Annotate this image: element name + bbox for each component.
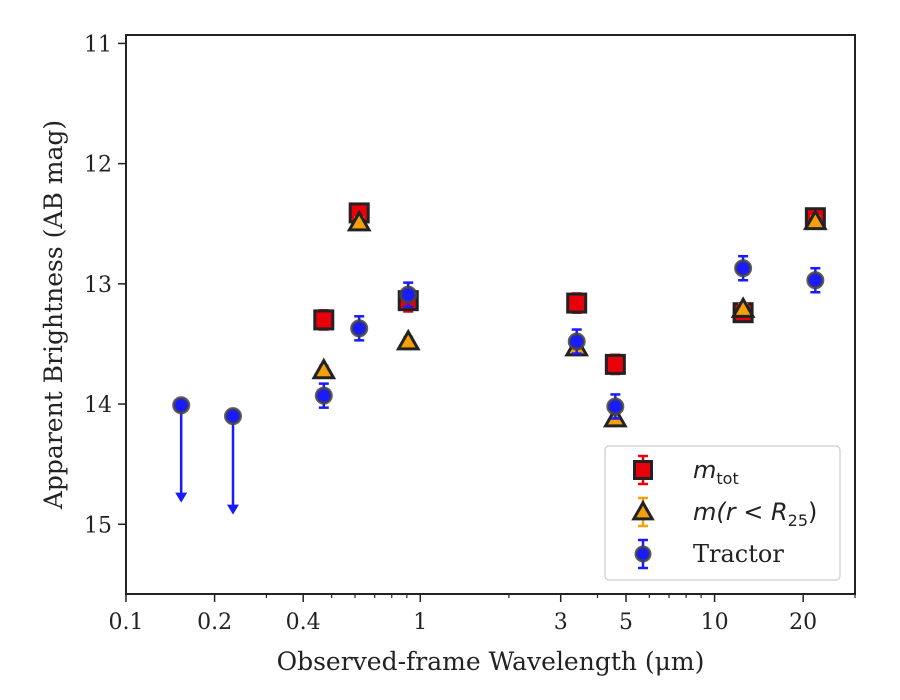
x-tick-label: 0.4 <box>286 610 321 635</box>
data-point <box>802 208 828 231</box>
data-point <box>604 353 626 375</box>
data-point <box>224 407 243 426</box>
x-tick-label: 3 <box>554 610 568 635</box>
x-tick-label: 20 <box>789 610 817 635</box>
data-point <box>346 209 372 232</box>
legend-marker <box>634 545 652 563</box>
data-point <box>566 292 588 314</box>
x-tick-label: 0.2 <box>197 610 232 635</box>
legend: mtot m(r < R25) Tractor <box>604 445 841 581</box>
legend-label: Tractor <box>693 540 784 568</box>
legend-label-main: m <box>693 456 716 484</box>
x-tick-label: 10 <box>701 610 729 635</box>
legend-marker <box>633 460 653 480</box>
x-tick-label: 0.1 <box>109 610 144 635</box>
legend-label-tail: ) <box>808 498 817 526</box>
data-point <box>172 396 191 415</box>
data-point <box>311 357 337 380</box>
legend-label-subscript: 25 <box>788 511 808 530</box>
axes-frame <box>125 34 856 595</box>
x-tick-label: 5 <box>619 610 633 635</box>
data-point <box>350 319 369 338</box>
legend-label-main: Tractor <box>693 540 784 568</box>
legend-label: m(r < R25) <box>693 498 817 530</box>
x-tick-label: 1 <box>413 610 427 635</box>
x-axis-title: Observed-frame Wavelength (μm) <box>277 647 705 676</box>
data-point <box>313 309 335 331</box>
upper-limit-arrowhead <box>227 504 240 515</box>
y-axis-title: Apparent Brightness (AB mag) <box>39 120 68 510</box>
series-tractor <box>172 254 825 515</box>
legend-label-subscript: tot <box>716 469 738 488</box>
legend-box <box>604 445 841 581</box>
y-tick-label: 12 <box>84 153 112 178</box>
data-point <box>395 328 421 351</box>
data-point <box>567 332 586 351</box>
data-point <box>730 296 756 318</box>
data-point <box>606 397 625 416</box>
y-tick-label: 15 <box>84 513 112 538</box>
legend-label-main: m(r < R <box>693 498 788 526</box>
data-point <box>314 386 333 405</box>
upper-limit-arrowhead <box>175 492 188 503</box>
y-tick-label: 13 <box>84 273 112 298</box>
data-point <box>399 285 418 304</box>
legend-label: mtot <box>693 456 739 488</box>
plot-area <box>172 202 828 515</box>
legend-marker <box>631 499 655 521</box>
y-tick-label: 11 <box>84 32 112 57</box>
y-tick-label: 14 <box>84 393 112 418</box>
data-point <box>806 271 825 290</box>
data-point <box>734 259 753 278</box>
